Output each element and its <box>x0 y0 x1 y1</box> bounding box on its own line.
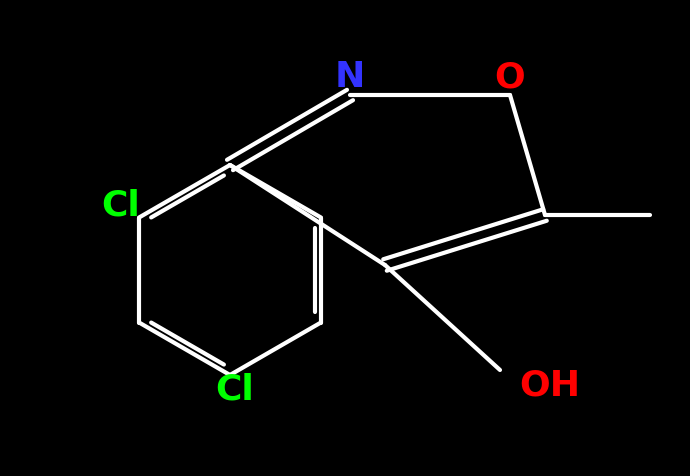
Text: N: N <box>335 60 365 94</box>
Text: O: O <box>495 60 525 94</box>
Text: Cl: Cl <box>101 188 141 222</box>
Text: Cl: Cl <box>215 373 255 407</box>
Text: OH: OH <box>520 368 580 402</box>
